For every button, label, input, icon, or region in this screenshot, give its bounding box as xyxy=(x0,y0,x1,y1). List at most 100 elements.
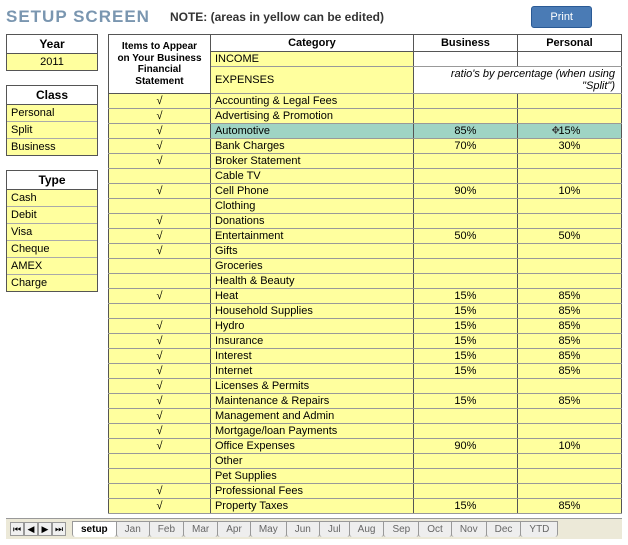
include-check[interactable]: √ xyxy=(109,139,211,154)
sheet-tab[interactable]: Nov xyxy=(451,521,487,537)
business-pct[interactable]: 15% xyxy=(413,499,517,514)
sheet-tab[interactable]: Feb xyxy=(149,521,184,537)
include-check[interactable]: √ xyxy=(109,334,211,349)
business-pct[interactable]: 90% xyxy=(413,439,517,454)
category-cell[interactable]: Advertising & Promotion xyxy=(210,109,413,124)
personal-pct[interactable]: 85% xyxy=(517,289,621,304)
personal-pct[interactable] xyxy=(517,454,621,469)
include-check[interactable]: √ xyxy=(109,364,211,379)
class-item[interactable]: Split xyxy=(7,122,97,139)
category-cell[interactable]: Insurance xyxy=(210,334,413,349)
category-cell[interactable]: Hydro xyxy=(210,319,413,334)
include-check[interactable]: √ xyxy=(109,409,211,424)
include-check[interactable] xyxy=(109,469,211,484)
include-check[interactable]: √ xyxy=(109,109,211,124)
category-cell[interactable]: Other xyxy=(210,454,413,469)
category-cell[interactable]: Bank Charges xyxy=(210,139,413,154)
category-cell[interactable]: Maintenance & Repairs xyxy=(210,394,413,409)
tab-nav-first[interactable]: ⏮ xyxy=(10,522,24,536)
category-cell[interactable]: Groceries xyxy=(210,259,413,274)
sheet-tab[interactable]: Jun xyxy=(286,521,320,537)
personal-pct[interactable]: 85% xyxy=(517,319,621,334)
include-check[interactable]: √ xyxy=(109,424,211,439)
category-cell[interactable]: Accounting & Legal Fees xyxy=(210,94,413,109)
category-cell[interactable]: Cable TV xyxy=(210,169,413,184)
business-pct[interactable] xyxy=(413,409,517,424)
include-check[interactable]: √ xyxy=(109,319,211,334)
tab-nav-prev[interactable]: ◀ xyxy=(24,522,38,536)
personal-pct[interactable] xyxy=(517,259,621,274)
category-cell[interactable]: Mortgage/loan Payments xyxy=(210,424,413,439)
category-cell[interactable]: Professional Fees xyxy=(210,484,413,499)
year-value[interactable]: 2011 xyxy=(7,54,97,70)
include-check[interactable]: √ xyxy=(109,94,211,109)
business-pct[interactable]: 70% xyxy=(413,139,517,154)
sheet-tab[interactable]: YTD xyxy=(520,521,558,537)
category-cell[interactable]: Management and Admin xyxy=(210,409,413,424)
personal-pct[interactable]: 85% xyxy=(517,499,621,514)
include-check[interactable]: √ xyxy=(109,124,211,139)
income-row[interactable]: INCOME xyxy=(210,52,413,67)
category-cell[interactable]: Automotive xyxy=(210,124,413,139)
include-check[interactable]: √ xyxy=(109,499,211,514)
include-check[interactable]: √ xyxy=(109,484,211,499)
sheet-tab[interactable]: Sep xyxy=(383,521,419,537)
category-cell[interactable]: Clothing xyxy=(210,199,413,214)
sheet-tab[interactable]: Oct xyxy=(418,521,452,537)
business-pct[interactable] xyxy=(413,214,517,229)
business-pct[interactable] xyxy=(413,454,517,469)
include-check[interactable]: √ xyxy=(109,229,211,244)
business-pct[interactable] xyxy=(413,94,517,109)
personal-pct[interactable]: 30% xyxy=(517,139,621,154)
include-check[interactable] xyxy=(109,454,211,469)
category-cell[interactable]: Heat xyxy=(210,289,413,304)
personal-pct[interactable]: 10% xyxy=(517,439,621,454)
class-item[interactable]: Personal xyxy=(7,105,97,122)
include-check[interactable]: √ xyxy=(109,214,211,229)
personal-pct[interactable] xyxy=(517,109,621,124)
personal-pct[interactable]: 85% xyxy=(517,334,621,349)
business-pct[interactable] xyxy=(413,274,517,289)
business-pct[interactable]: 15% xyxy=(413,394,517,409)
business-pct[interactable]: 50% xyxy=(413,229,517,244)
include-check[interactable] xyxy=(109,199,211,214)
personal-pct[interactable] xyxy=(517,169,621,184)
include-check[interactable]: √ xyxy=(109,154,211,169)
personal-pct[interactable]: 15% xyxy=(517,124,621,139)
type-item[interactable]: Cheque xyxy=(7,241,97,258)
category-cell[interactable]: Gifts xyxy=(210,244,413,259)
include-check[interactable]: √ xyxy=(109,394,211,409)
business-pct[interactable]: 15% xyxy=(413,334,517,349)
category-cell[interactable]: Household Supplies xyxy=(210,304,413,319)
class-item[interactable]: Business xyxy=(7,139,97,155)
personal-pct[interactable] xyxy=(517,379,621,394)
business-pct[interactable] xyxy=(413,154,517,169)
include-check[interactable] xyxy=(109,169,211,184)
personal-pct[interactable] xyxy=(517,274,621,289)
personal-pct[interactable] xyxy=(517,154,621,169)
business-pct[interactable] xyxy=(413,484,517,499)
category-cell[interactable]: Interest xyxy=(210,349,413,364)
business-pct[interactable]: 90% xyxy=(413,184,517,199)
include-check[interactable] xyxy=(109,259,211,274)
personal-pct[interactable]: 85% xyxy=(517,394,621,409)
tab-nav-next[interactable]: ▶ xyxy=(38,522,52,536)
business-pct[interactable]: 15% xyxy=(413,289,517,304)
personal-pct[interactable] xyxy=(517,484,621,499)
category-cell[interactable]: Health & Beauty xyxy=(210,274,413,289)
business-pct[interactable] xyxy=(413,259,517,274)
include-check[interactable]: √ xyxy=(109,244,211,259)
business-pct[interactable]: 15% xyxy=(413,304,517,319)
type-item[interactable]: Debit xyxy=(7,207,97,224)
personal-pct[interactable] xyxy=(517,199,621,214)
personal-pct[interactable] xyxy=(517,409,621,424)
category-cell[interactable]: Donations xyxy=(210,214,413,229)
include-check[interactable] xyxy=(109,304,211,319)
sheet-tab[interactable]: Mar xyxy=(183,521,218,537)
include-check[interactable] xyxy=(109,274,211,289)
personal-pct[interactable]: 85% xyxy=(517,364,621,379)
business-pct[interactable]: 15% xyxy=(413,349,517,364)
personal-pct[interactable]: 50% xyxy=(517,229,621,244)
personal-pct[interactable]: 10% xyxy=(517,184,621,199)
personal-pct[interactable]: 85% xyxy=(517,304,621,319)
